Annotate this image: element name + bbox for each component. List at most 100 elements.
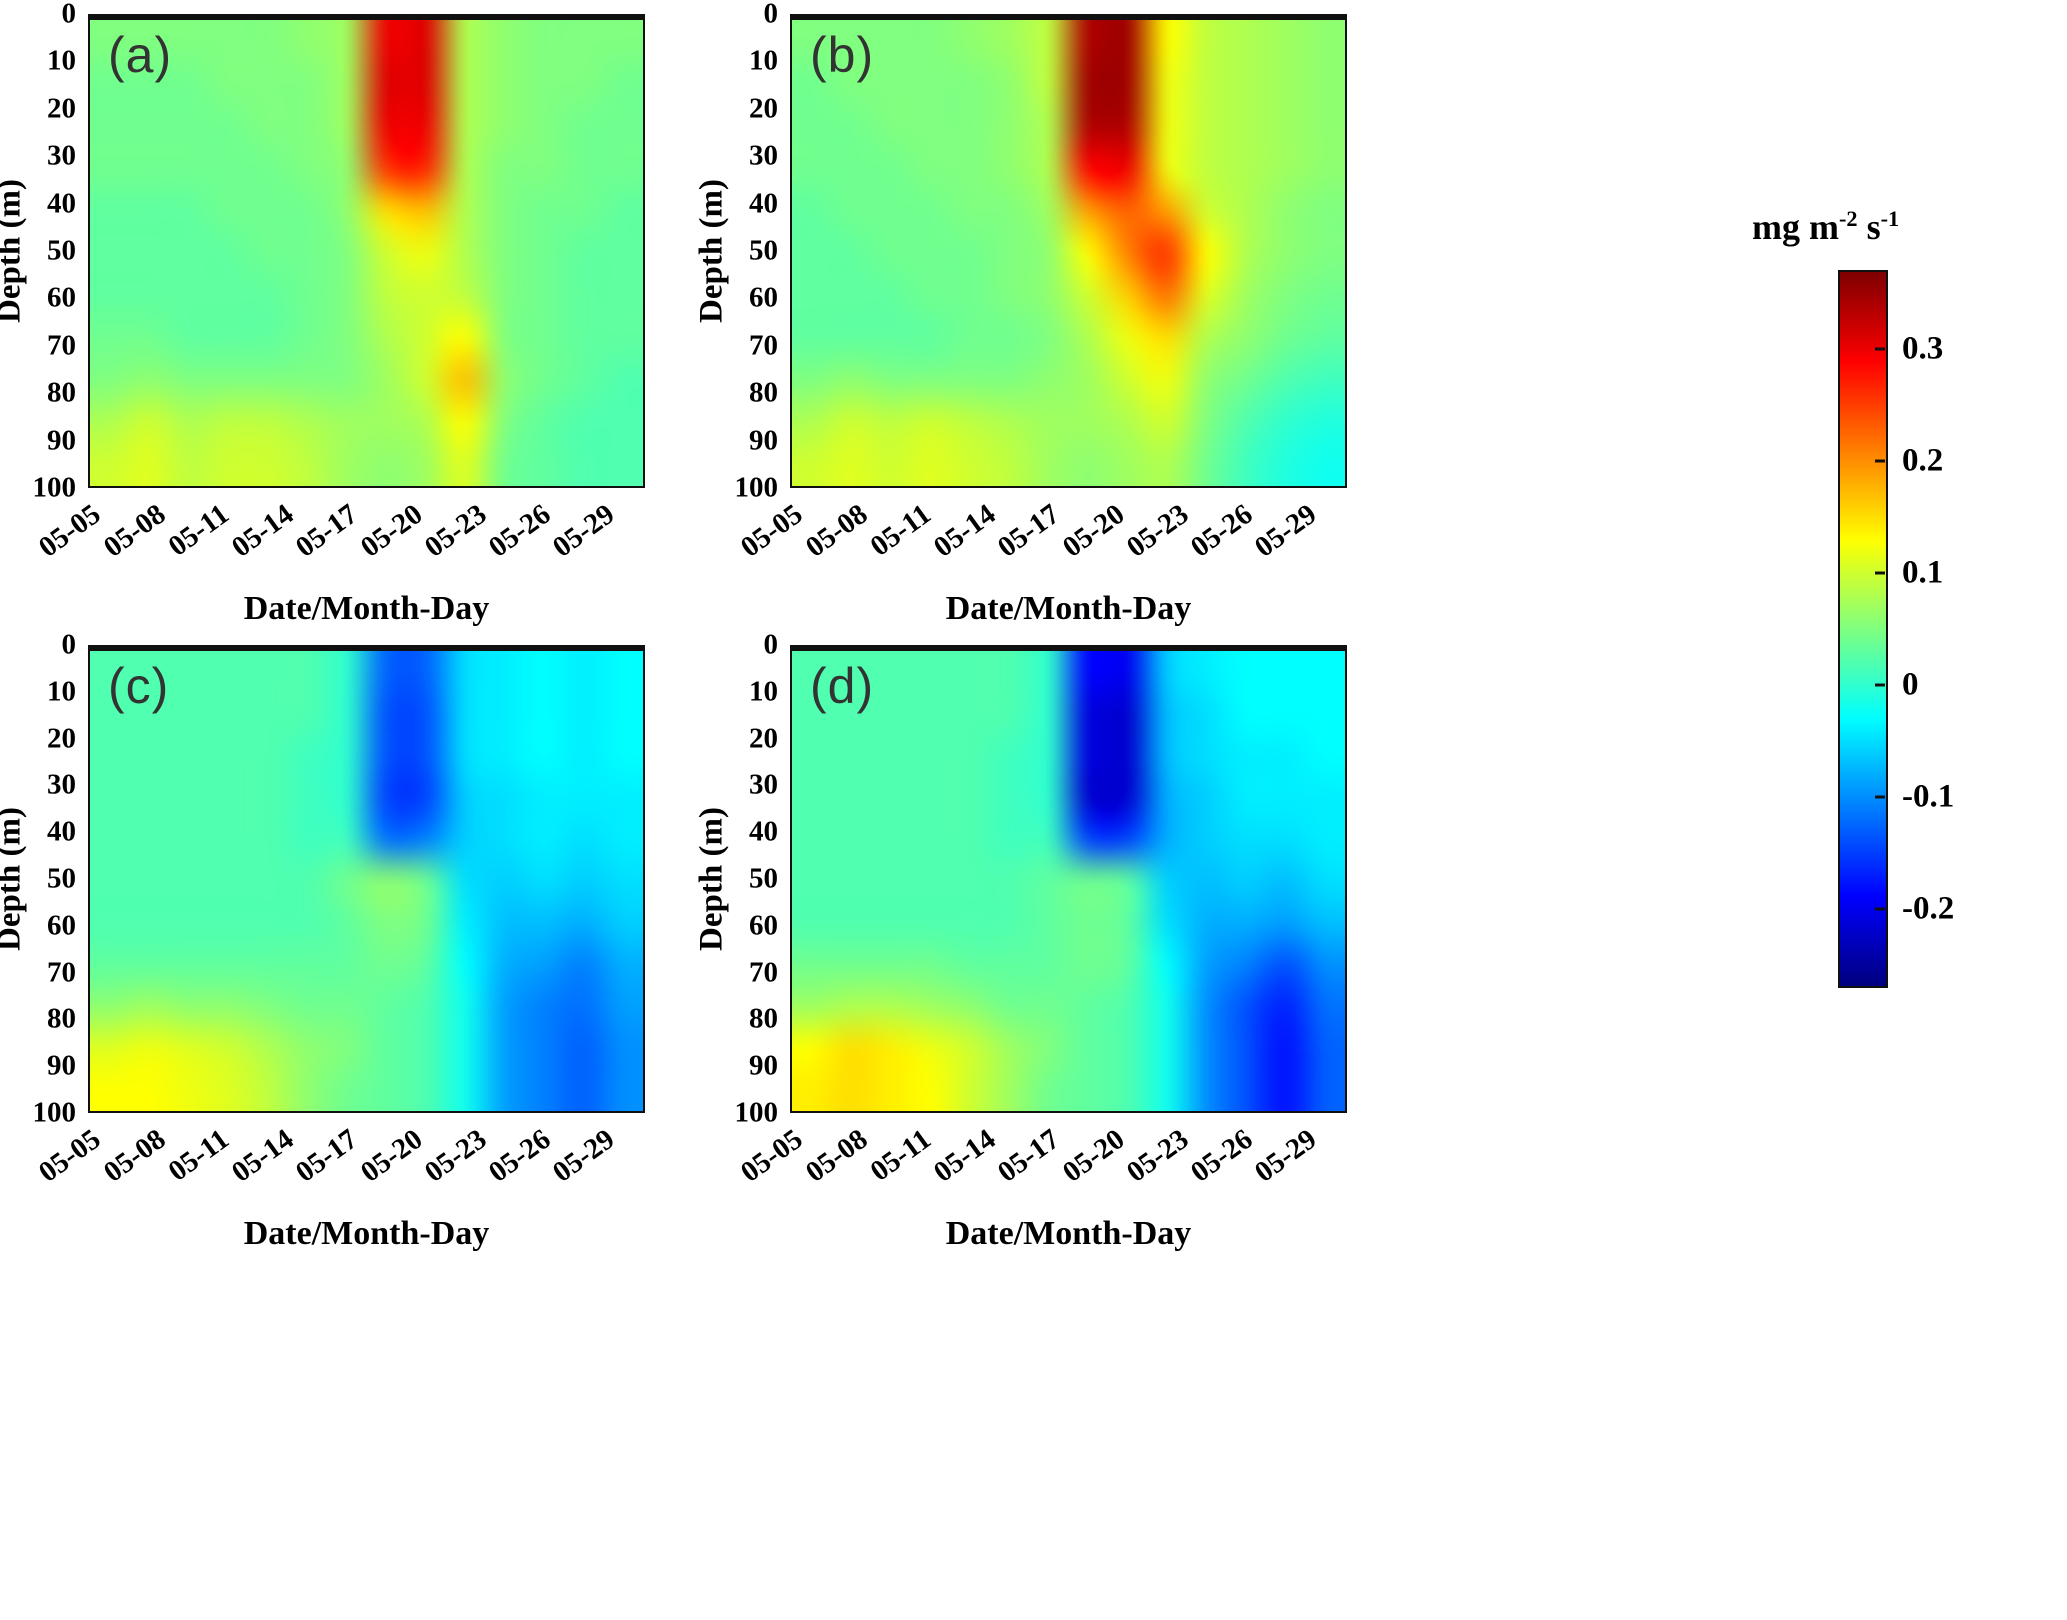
x-tick-label: 05-23 <box>418 498 493 564</box>
y-tick-label: 30 <box>47 139 76 172</box>
y-tick-label: 100 <box>32 471 77 504</box>
y-tick-label: 50 <box>749 234 778 267</box>
x-tick-label: 05-17 <box>992 1123 1066 1189</box>
x-tick-label: 05-05 <box>33 498 107 564</box>
x-axis-title-c: Date/Month-Day <box>243 1215 490 1252</box>
x-tick-label: 05-17 <box>290 1123 364 1189</box>
y-tick-label: 80 <box>749 1002 778 1035</box>
x-tick-label: 05-08 <box>97 1123 172 1189</box>
x-tick-label: 05-14 <box>226 1123 300 1189</box>
x-tick-label: 05-20 <box>1056 498 1131 564</box>
y-tick-label: 60 <box>749 281 778 314</box>
x-tick-label: 05-26 <box>1185 1123 1259 1189</box>
y-axis-ticks-c: 0 10 20 30 40 50 60 70 80 90 100 <box>6 630 77 1127</box>
y-tick-label: 40 <box>47 187 76 220</box>
panel-label-d: (d) <box>810 658 875 714</box>
y-tick-label: 90 <box>47 1049 76 1082</box>
y-tick-label: 20 <box>749 92 778 125</box>
y-axis-ticks-a: 0 10 20 30 40 50 60 70 80 90 100 <box>6 0 77 502</box>
colorbar-tick-label: 0.1 <box>1902 554 1944 591</box>
colorbar-gradient <box>1838 270 1888 988</box>
colorbar-title: mg m-2 s-1 <box>1752 206 1899 248</box>
x-tick-label: 05-11 <box>865 498 938 563</box>
x-tick-label: 05-14 <box>928 1123 1002 1189</box>
x-tick-label: 05-20 <box>354 498 429 564</box>
y-tick-label: 10 <box>47 675 76 708</box>
x-axis-title-b: Date/Month-Day <box>945 590 1192 627</box>
panel-label-c: (c) <box>108 658 170 714</box>
x-axis-ticks-d: 05-05 05-08 05-11 05-14 05-17 05-20 05-23 05-26… <box>735 1123 1347 1215</box>
y-tick-label: 70 <box>749 956 778 989</box>
colorbar-tick-label: 0 <box>1902 666 1919 703</box>
colorbar-title-sup1: -2 <box>1838 206 1858 231</box>
x-tick-label: 05-11 <box>865 1123 938 1188</box>
y-tick-label: 30 <box>47 768 76 801</box>
y-tick-label: 10 <box>47 44 76 77</box>
x-axis-ticks-b: 05-05 05-08 05-11 05-14 05-17 05-20 05-23 05-26… <box>735 498 1347 590</box>
x-tick-label: 05-14 <box>226 498 300 564</box>
y-tick-label: 0 <box>61 628 77 661</box>
x-tick-label: 05-23 <box>1120 498 1195 564</box>
x-tick-label: 05-29 <box>1249 1123 1323 1189</box>
colorbar-tick-label: -0.2 <box>1902 890 1955 927</box>
x-tick-label: 05-08 <box>97 498 172 564</box>
y-tick-label: 80 <box>47 376 76 409</box>
y-tick-label: 90 <box>749 1049 778 1082</box>
y-tick-label: 30 <box>749 768 778 801</box>
x-tick-label: 05-08 <box>799 498 874 564</box>
colorbar: mg m-2 s-1 0.3 0.2 0.1 0 -0.1 -0.2 <box>1752 206 1954 988</box>
y-tick-label: 100 <box>32 1096 77 1129</box>
y-tick-label: 20 <box>47 722 76 755</box>
x-tick-label: 05-26 <box>1185 498 1259 564</box>
y-tick-label: 10 <box>749 44 778 77</box>
y-tick-label: 60 <box>47 281 76 314</box>
panel-c: (c) Depth (m) 0 10 20 30 40 50 60 70 80 90 100 05-… <box>0 630 645 1252</box>
colorbar-tick-labels: 0.3 0.2 0.1 0 -0.1 -0.2 <box>1902 270 2012 988</box>
y-tick-label: 20 <box>47 92 76 125</box>
x-tick-label: 05-05 <box>735 498 809 564</box>
colorbar-tick-label: 0.3 <box>1902 330 1944 367</box>
x-axis-ticks-c: 05-05 05-08 05-11 05-14 05-17 05-20 05-23 05-26… <box>33 1123 645 1215</box>
y-tick-label: 90 <box>749 424 778 457</box>
y-tick-label: 40 <box>749 815 778 848</box>
x-tick-label: 05-11 <box>163 498 236 563</box>
colorbar-tick-label: -0.1 <box>1902 778 1955 815</box>
colorbar-tick-label: 0.2 <box>1902 442 1944 479</box>
y-axis-ticks-d: 0 10 20 30 40 50 60 70 80 90 100 <box>708 630 779 1127</box>
y-tick-label: 90 <box>47 424 76 457</box>
panel-label-a: (a) <box>108 27 173 83</box>
y-tick-label: 50 <box>47 234 76 267</box>
y-tick-label: 50 <box>749 862 778 895</box>
panel-b: (b) Depth (m) 0 10 20 30 40 50 60 70 80 90 100 05-… <box>694 0 1347 627</box>
x-tick-label: 05-05 <box>33 1123 107 1189</box>
y-tick-label: 20 <box>749 722 778 755</box>
panel-d: (d) Depth (m) 0 10 20 30 40 50 60 70 80 90 100 05-… <box>694 630 1347 1252</box>
x-tick-label: 05-26 <box>483 1123 557 1189</box>
heatmap-canvas-a <box>88 14 645 488</box>
x-axis-title-a: Date/Month-Day <box>243 590 490 627</box>
x-axis-title-d: Date/Month-Day <box>945 1215 1192 1252</box>
y-tick-label: 40 <box>749 187 778 220</box>
y-tick-label: 0 <box>763 0 779 30</box>
y-tick-label: 0 <box>763 628 779 661</box>
panel-label-b: (b) <box>810 27 875 83</box>
y-tick-label: 50 <box>47 862 76 895</box>
heatmap-canvas-b <box>790 14 1347 488</box>
y-tick-label: 80 <box>749 376 778 409</box>
x-tick-label: 05-26 <box>483 498 557 564</box>
x-tick-label: 05-14 <box>928 498 1002 564</box>
y-axis-ticks-b: 0 10 20 30 40 50 60 70 80 90 100 <box>708 0 779 502</box>
y-tick-label: 100 <box>734 1096 779 1129</box>
x-tick-label: 05-29 <box>1249 498 1323 564</box>
y-tick-label: 0 <box>61 0 77 30</box>
heatmap-canvas-c <box>88 645 645 1113</box>
y-tick-label: 80 <box>47 1002 76 1035</box>
x-tick-label: 05-29 <box>547 498 621 564</box>
x-tick-label: 05-29 <box>547 1123 621 1189</box>
x-tick-label: 05-20 <box>354 1123 429 1189</box>
y-tick-label: 30 <box>749 139 778 172</box>
y-tick-label: 60 <box>749 909 778 942</box>
x-tick-label: 05-11 <box>163 1123 236 1188</box>
colorbar-title-text2: s <box>1857 207 1881 247</box>
